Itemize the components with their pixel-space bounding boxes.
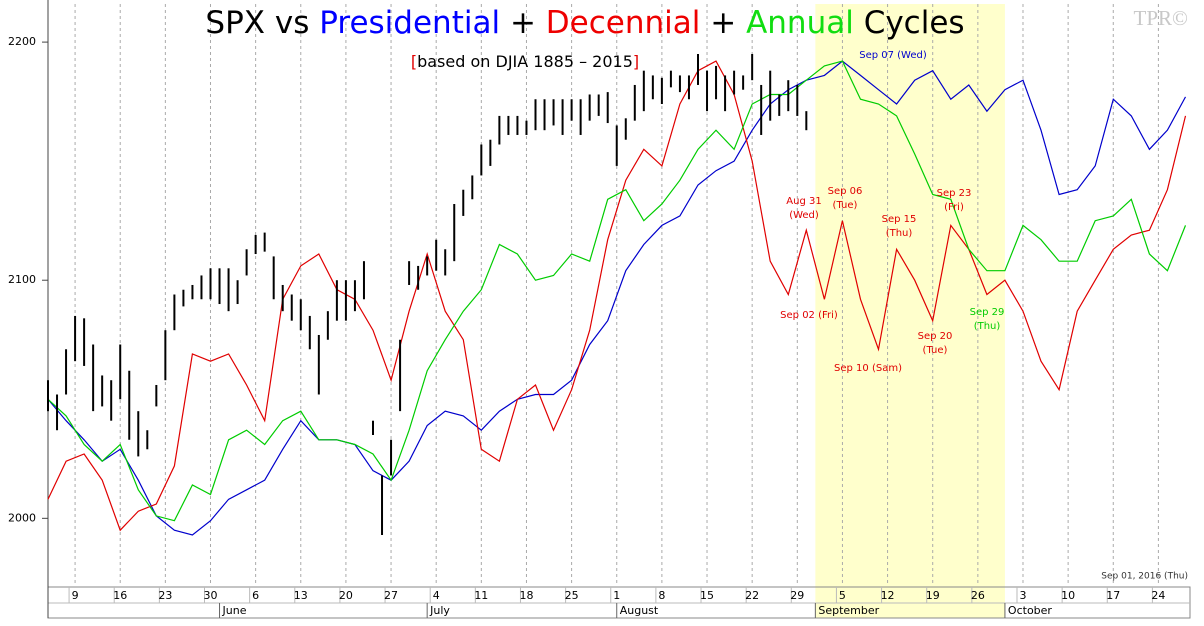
x-tick-label: 30 (203, 589, 217, 602)
month-label: June (222, 604, 247, 617)
subtitle-bracket: ] (633, 52, 639, 71)
annotation: Sep 20 (918, 331, 953, 342)
legend-entry: Annual (746, 5, 854, 41)
x-tick-label: 3 (1019, 589, 1026, 602)
x-tick-label: 8 (658, 589, 665, 602)
x-tick-label: 4 (433, 589, 440, 602)
legend-entry: Presidential (319, 5, 500, 41)
annotation: Sep 15 (882, 214, 917, 225)
x-tick-label: 20 (339, 589, 353, 602)
x-tick-label: 16 (113, 589, 127, 602)
x-tick-label: 29 (790, 589, 804, 602)
x-tick-label: 25 (565, 589, 579, 602)
legend-entry: Decennial (546, 5, 701, 41)
annotation: (Tue) (923, 345, 948, 356)
cycle-line (47, 60, 1187, 532)
month-label: July (429, 604, 450, 617)
annotation: Sep 23 (937, 188, 972, 199)
chart-title: SPX vs Presidential + Decennial + Annual… (205, 5, 964, 41)
footer-date: Sep 01, 2016 (Thu) (1101, 572, 1188, 582)
subtitle-text: based on DJIA 1885 – 2015 (417, 52, 633, 71)
x-tick-label: 13 (294, 589, 308, 602)
x-tick-label: 10 (1061, 589, 1075, 602)
x-tick-label: 15 (700, 589, 714, 602)
x-axis: 9 16 23 30 6 13 20 27 4 11 18 25 1 8 15 22 29 5 12 19 26 3 10 1… (47, 586, 1191, 619)
x-tick-label: 17 (1106, 589, 1120, 602)
annotation: Aug 31 (786, 196, 821, 207)
annotation: Sep 06 (828, 186, 863, 197)
annotation: (Thu) (974, 321, 1001, 332)
y-tick-label: 2000 (8, 511, 36, 524)
title-text: + (510, 5, 536, 41)
x-tick-label: 11 (474, 589, 488, 602)
annotation: Sep 02 (Fri) (780, 310, 838, 321)
annotation: (Thu) (886, 228, 913, 239)
annotation: Sep 10 (Sam) (834, 363, 902, 374)
x-tick-label: 1 (613, 589, 620, 602)
x-tick-label: 19 (926, 589, 940, 602)
x-tick-label: 6 (252, 589, 259, 602)
x-tick-label: 18 (519, 589, 533, 602)
highlight-band (815, 4, 1005, 618)
chart-subtitle: [based on DJIA 1885 – 2015] (411, 52, 639, 71)
title-text: Cycles (864, 5, 965, 41)
title-text: + (710, 5, 736, 41)
title-text: SPX vs (205, 5, 309, 41)
watermark: TPR© (1134, 6, 1189, 30)
x-tick-label: 27 (384, 589, 398, 602)
month-label: September (818, 604, 879, 617)
x-tick-label: 5 (839, 589, 846, 602)
x-tick-label: 23 (158, 589, 172, 602)
annotation: (Wed) (789, 210, 819, 221)
cycle-line (47, 60, 1187, 522)
subtitle-bracket: [ (411, 52, 417, 71)
x-tick-label: 26 (971, 589, 985, 602)
annotation: (Tue) (833, 200, 858, 211)
y-tick-label: 2200 (8, 35, 36, 48)
x-tick-label: 12 (881, 589, 895, 602)
y-tick-label: 2100 (8, 273, 36, 286)
annotation: Sep 07 (Wed) (859, 50, 927, 61)
x-tick-label: 22 (745, 589, 759, 602)
month-label: August (620, 604, 659, 617)
month-label: October (1008, 604, 1052, 617)
annotation: Sep 29 (970, 307, 1005, 318)
annotation: (Fri) (944, 202, 964, 213)
x-tick-label: 9 (72, 589, 79, 602)
cycle-line (47, 60, 1187, 536)
x-tick-label: 24 (1151, 589, 1165, 602)
